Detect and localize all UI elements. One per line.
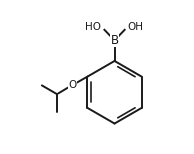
Text: HO: HO (85, 22, 101, 32)
Text: B: B (111, 34, 119, 47)
Text: OH: OH (128, 22, 144, 32)
Text: O: O (68, 80, 76, 90)
